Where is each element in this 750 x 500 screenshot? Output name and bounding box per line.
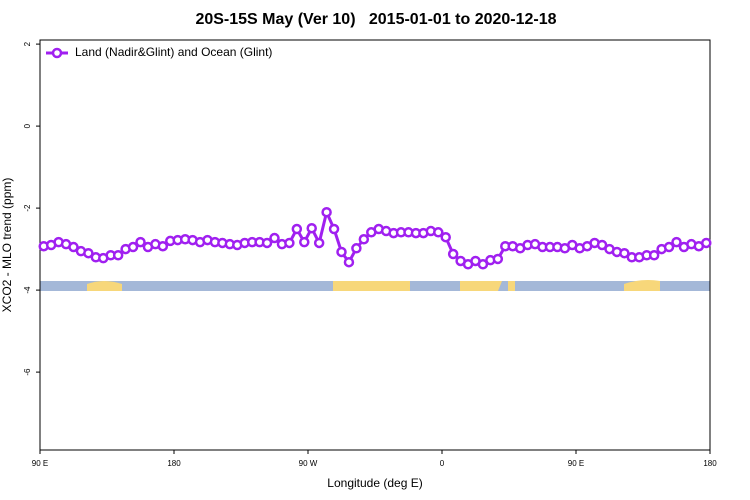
data-point bbox=[284, 237, 295, 249]
land-segment bbox=[460, 281, 502, 291]
x-tick-label: 90 W bbox=[299, 459, 318, 468]
y-axis-label: XCO2 - MLO trend (ppm) bbox=[0, 178, 14, 313]
land-segment bbox=[333, 281, 410, 291]
y-tick-label: 2 bbox=[23, 41, 32, 46]
data-point bbox=[619, 247, 630, 259]
data-point bbox=[648, 250, 660, 261]
data-point bbox=[343, 256, 355, 268]
land-segment bbox=[87, 281, 122, 291]
data-point bbox=[596, 239, 608, 251]
legend-label: Land (Nadir&Glint) and Ocean (Glint) bbox=[75, 45, 272, 59]
data-point bbox=[321, 206, 332, 218]
y-tick-label: -2 bbox=[23, 204, 32, 212]
legend-marker bbox=[51, 47, 63, 59]
data-point bbox=[291, 223, 303, 235]
data-point bbox=[112, 250, 124, 261]
data-point bbox=[447, 248, 459, 260]
data-point bbox=[492, 253, 504, 265]
x-tick-label: 90 E bbox=[32, 459, 48, 468]
x-tick-label: 90 E bbox=[568, 459, 584, 468]
y-tick-label: -4 bbox=[23, 286, 32, 294]
chart-title: 20S-15S May (Ver 10) 2015-01-01 to 2020-… bbox=[195, 11, 556, 28]
data-point bbox=[433, 227, 444, 238]
data-point bbox=[477, 259, 489, 270]
data-point bbox=[701, 237, 712, 249]
surface-band bbox=[40, 280, 710, 291]
data-point bbox=[306, 222, 317, 234]
data-point bbox=[351, 243, 362, 254]
data-point bbox=[299, 236, 310, 248]
data-point bbox=[440, 231, 451, 243]
data-point bbox=[68, 241, 79, 253]
x-axis-label: Longitude (deg E) bbox=[327, 476, 422, 490]
data-point bbox=[328, 223, 340, 235]
x-tick-label: 180 bbox=[703, 459, 717, 468]
x-tick-label: 0 bbox=[440, 459, 445, 468]
data-point bbox=[157, 240, 169, 252]
data-point bbox=[358, 234, 370, 245]
y-tick-label: 0 bbox=[23, 123, 32, 128]
data-point bbox=[83, 247, 94, 259]
x-tick-label: 180 bbox=[167, 459, 181, 468]
data-point bbox=[135, 236, 146, 248]
data-point bbox=[261, 237, 273, 249]
data-point bbox=[336, 246, 347, 258]
land-segment bbox=[624, 280, 660, 291]
data-point bbox=[127, 241, 139, 253]
data-point bbox=[269, 232, 280, 244]
data-point bbox=[671, 236, 682, 248]
land-segment bbox=[508, 281, 515, 291]
data-point bbox=[313, 237, 325, 249]
data-point bbox=[663, 241, 675, 253]
y-tick-label: -6 bbox=[23, 368, 32, 376]
